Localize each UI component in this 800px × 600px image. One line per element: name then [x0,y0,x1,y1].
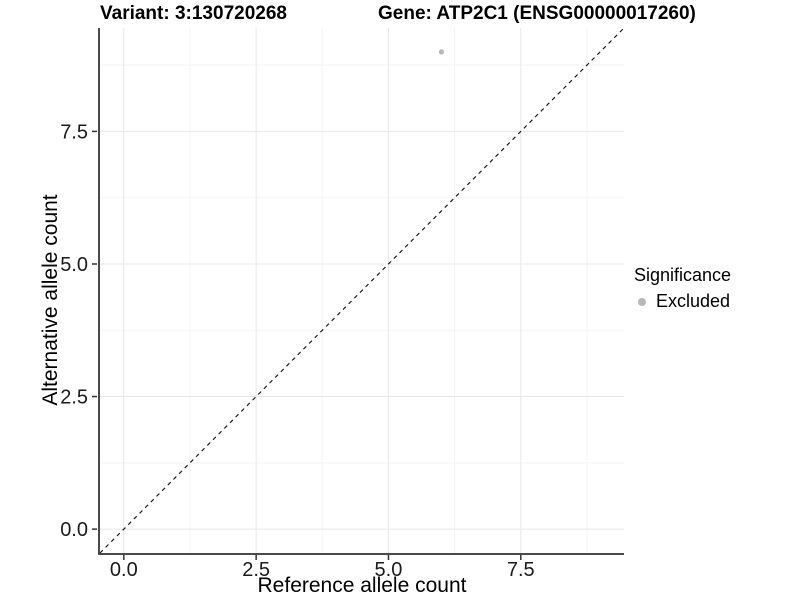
legend-marker-circle-icon [638,297,646,306]
y-tick-label: 7.5 [60,121,88,143]
y-tick-label: 5.0 [60,254,88,276]
identity-reference-line [99,27,625,554]
data-point [438,49,444,55]
legend-title: Significance [634,265,732,285]
legend-item-label: Excluded [656,291,731,311]
plot-title-gene: Gene: ATP2C1 (ENSG00000017260) [378,3,696,24]
x-tick-label: 0.0 [110,559,138,581]
x-axis-title: Reference allele count [257,574,467,597]
x-tick-label: 2.5 [242,559,270,581]
x-tick-label: 5.0 [375,559,403,581]
x-tick-label: 7.5 [507,559,535,581]
y-tick-label: 2.5 [60,387,88,409]
legend: Significance Excluded [634,265,731,312]
y-tick-label: 0.0 [60,519,88,541]
legend-item-excluded: Excluded [634,291,731,312]
plot-title-variant: Variant: 3:130720268 [100,3,287,24]
